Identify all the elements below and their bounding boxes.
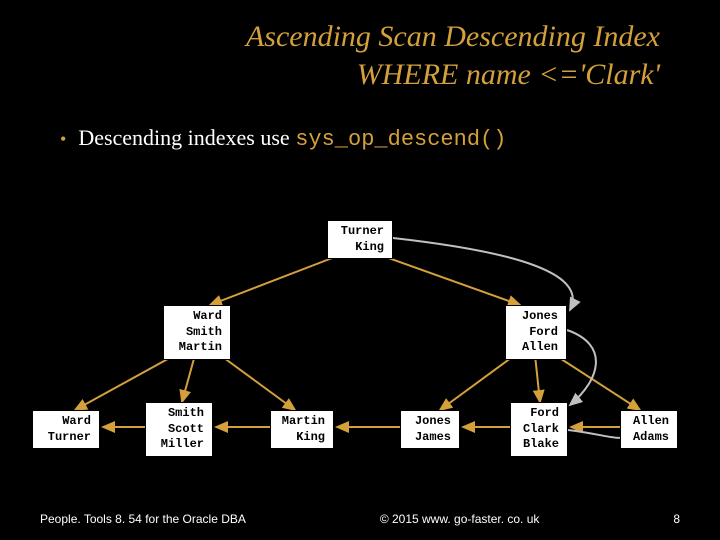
tree-leaf-node-0: WardTurner bbox=[32, 410, 100, 449]
tree-leaf-node-2: MartinKing bbox=[270, 410, 334, 449]
bullet-code: sys_op_descend() bbox=[295, 127, 506, 152]
title-line1: Ascending Scan Descending Index bbox=[246, 20, 660, 53]
footer-left: People. Tools 8. 54 for the Oracle DBA bbox=[40, 512, 246, 526]
tree-mid-node-1: JonesFordAllen bbox=[505, 305, 567, 360]
bullet-item: • Descending indexes use sys_op_descend(… bbox=[0, 93, 720, 152]
slide-title: Ascending Scan Descending Index WHERE na… bbox=[0, 0, 720, 93]
tree-leaf-node-3: JonesJames bbox=[400, 410, 460, 449]
tree-leaf-node-1: SmithScottMiller bbox=[145, 402, 213, 457]
footer-center: © 2015 www. go-faster. co. uk bbox=[380, 512, 540, 526]
footer-right: 8 bbox=[673, 512, 680, 526]
tree-mid-node-0: WardSmithMartin bbox=[163, 305, 231, 360]
tree-leaf-node-5: AllenAdams bbox=[620, 410, 678, 449]
tree-root-node: TurnerKing bbox=[327, 220, 393, 259]
tree-leaf-node-4: FordClarkBlake bbox=[510, 402, 568, 457]
bullet-dot-icon: • bbox=[60, 129, 66, 150]
slide-footer: People. Tools 8. 54 for the Oracle DBA ©… bbox=[0, 512, 720, 526]
title-line2: WHERE name <='Clark' bbox=[357, 58, 660, 91]
bullet-text: Descending indexes use bbox=[78, 125, 295, 150]
btree-diagram: TurnerKing WardSmithMartin JonesFordAllen W… bbox=[0, 220, 720, 480]
